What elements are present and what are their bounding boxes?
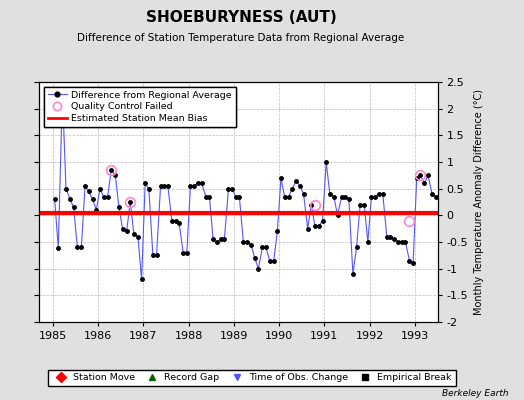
Legend: Station Move, Record Gap, Time of Obs. Change, Empirical Break: Station Move, Record Gap, Time of Obs. C… [48, 370, 455, 386]
Text: SHOEBURYNESS (AUT): SHOEBURYNESS (AUT) [146, 10, 336, 26]
Text: Berkeley Earth: Berkeley Earth [442, 389, 508, 398]
Legend: Difference from Regional Average, Quality Control Failed, Estimated Station Mean: Difference from Regional Average, Qualit… [44, 87, 236, 127]
Text: Difference of Station Temperature Data from Regional Average: Difference of Station Temperature Data f… [78, 33, 405, 43]
Y-axis label: Monthly Temperature Anomaly Difference (°C): Monthly Temperature Anomaly Difference (… [474, 89, 484, 315]
